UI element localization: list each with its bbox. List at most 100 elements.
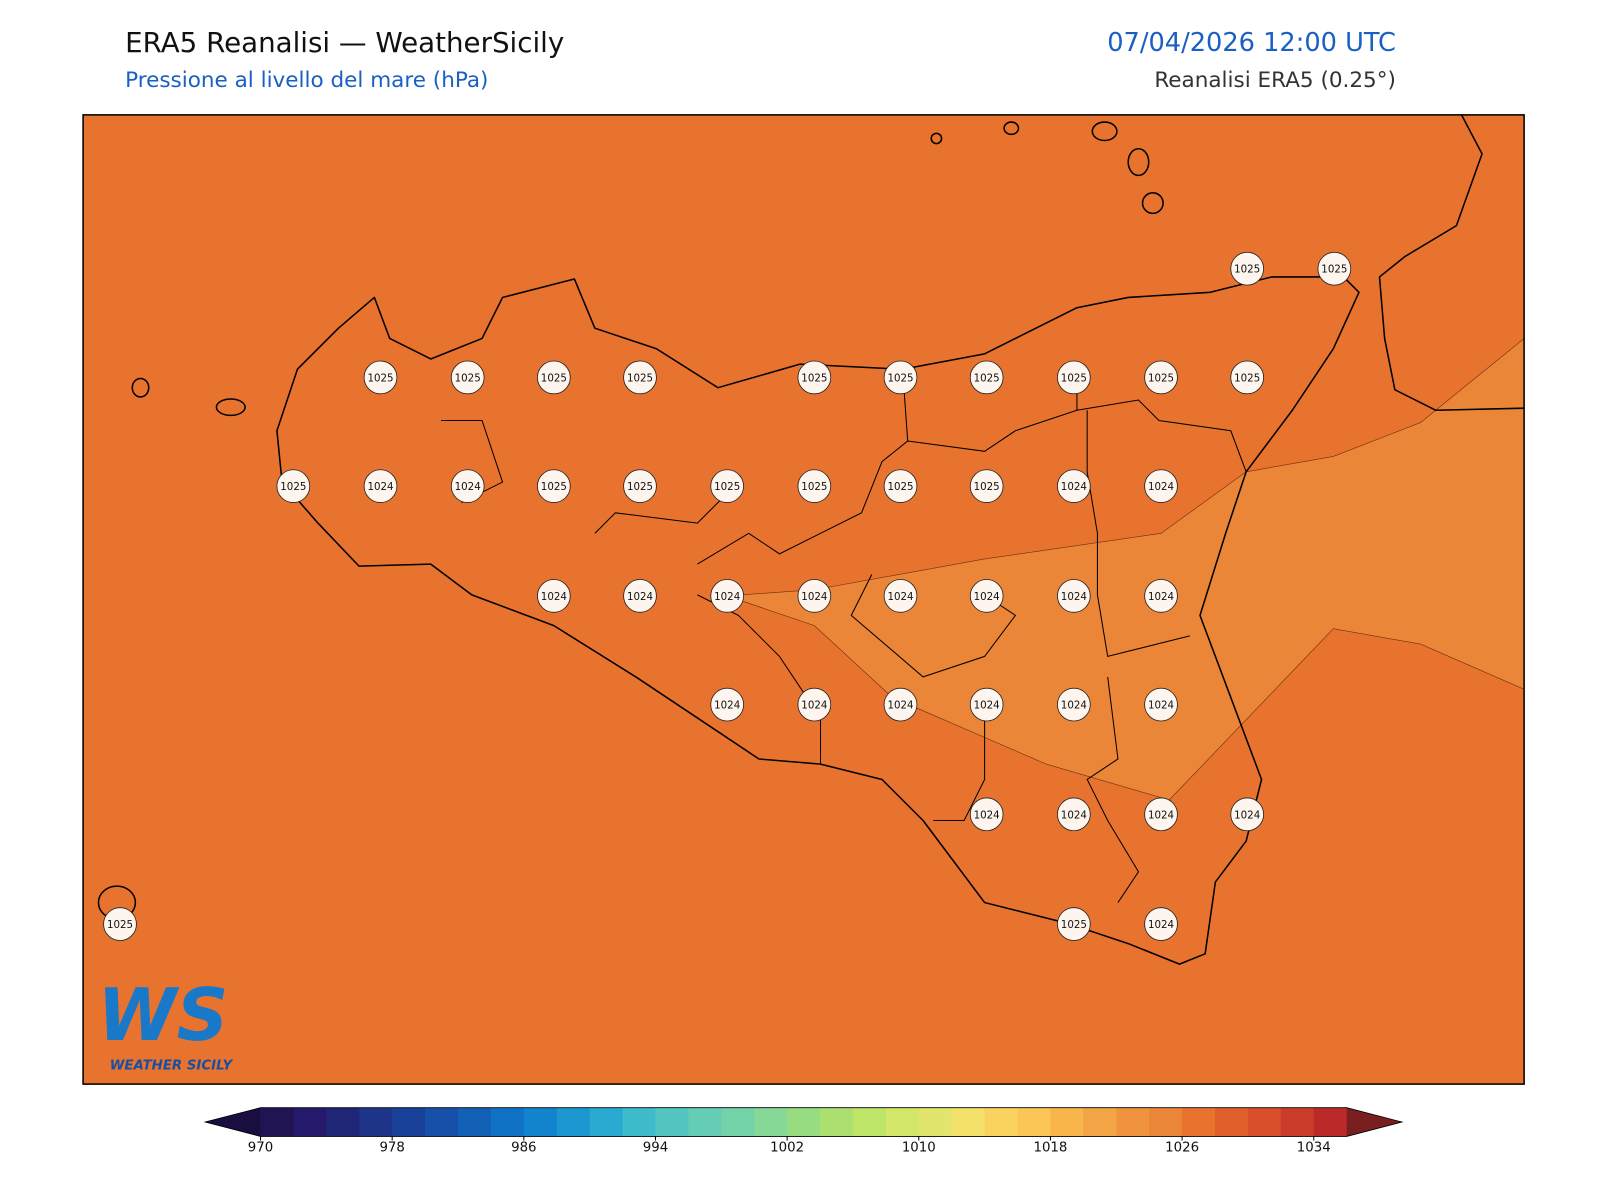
pressure-label: 1025 — [367, 372, 393, 384]
label-badge — [883, 469, 918, 503]
pressure-label: 1024 — [1148, 919, 1174, 931]
colorbar-tick-label: 986 — [511, 1141, 536, 1156]
label-badge — [276, 469, 311, 503]
pressure-label: 1025 — [541, 372, 567, 384]
label-badge — [883, 579, 918, 613]
label-badge — [797, 469, 832, 503]
pressure-label: 1024 — [455, 481, 481, 493]
colorbar-segment — [457, 1107, 492, 1137]
label-badge — [537, 469, 571, 503]
colorbar-segment — [1017, 1107, 1051, 1137]
label-badge — [623, 579, 657, 613]
calabria-coast — [1378, 114, 1525, 412]
sicily-coast — [276, 276, 1360, 965]
colorbar-segment — [984, 1107, 1019, 1137]
label-badge — [797, 360, 832, 395]
label-badge — [1144, 360, 1178, 395]
colorbar-tick-label: 970 — [248, 1141, 273, 1156]
pressure-label: 1024 — [1148, 700, 1174, 712]
colorbar-segment — [425, 1107, 459, 1137]
label-badge — [1144, 687, 1178, 722]
label-badge — [1057, 687, 1091, 722]
pressure-label: 1024 — [801, 700, 827, 712]
colorbar-tick-label: 978 — [379, 1141, 404, 1156]
label-badge — [1230, 251, 1264, 286]
colorbar-segment — [622, 1107, 656, 1137]
pressure-label: 1024 — [367, 481, 393, 493]
pressure-labels: 1025 1025 1025 1025 1025 1025 1025 1025 1025 1025… — [103, 251, 1352, 941]
colorbar-segment — [754, 1107, 788, 1137]
colorbar-segment — [918, 1107, 953, 1137]
label-badge — [797, 579, 832, 613]
colorbar-segment — [359, 1107, 393, 1137]
logo-name: WEATHER SICILY — [110, 1059, 234, 1074]
colorbar-segment — [1182, 1107, 1216, 1137]
label-badge — [1144, 579, 1178, 613]
colorbar-tick-label: 1002 — [770, 1141, 804, 1156]
colorbar-segment — [1116, 1107, 1150, 1137]
label-badge — [969, 797, 1004, 832]
pressure-label: 1024 — [714, 700, 740, 712]
label-badge — [1057, 797, 1091, 832]
pressure-label: 1024 — [1061, 591, 1087, 603]
pressure-label: 1025 — [627, 372, 653, 384]
label-badge — [1057, 907, 1091, 941]
pressure-label: 1024 — [887, 700, 913, 712]
pressure-label: 1024 — [801, 591, 827, 603]
label-badge — [450, 469, 485, 503]
colorbar-segment — [655, 1107, 689, 1137]
pressure-label: 1025 — [1061, 372, 1087, 384]
label-badge — [1230, 797, 1264, 832]
colorbar-segment — [392, 1107, 426, 1137]
label-badge — [1144, 907, 1178, 941]
colorbar-segment — [852, 1107, 887, 1137]
colorbar-segment — [688, 1107, 722, 1137]
colorbar-segment — [556, 1107, 591, 1137]
label-badge — [103, 907, 137, 941]
label-badge — [883, 687, 918, 722]
datetime: 07/04/2026 12:00 UTC — [1107, 28, 1396, 58]
pressure-label: 1025 — [801, 481, 827, 493]
pressure-label: 1024 — [1148, 481, 1174, 493]
island — [1003, 121, 1020, 136]
title: ERA5 Reanalisi — WeatherSicily — [125, 26, 564, 59]
pressure-label: 1025 — [714, 481, 740, 493]
pressure-label: 1025 — [1148, 372, 1174, 384]
pressure-label: 1025 — [1234, 372, 1260, 384]
colorbar-segment — [1280, 1107, 1315, 1137]
pressure-label: 1024 — [974, 700, 1000, 712]
pressure-label: 1024 — [714, 591, 740, 603]
pressure-label: 1024 — [1061, 700, 1087, 712]
label-badge — [969, 469, 1004, 503]
colorbar-segment — [951, 1107, 986, 1137]
pressure-label: 1025 — [974, 372, 1000, 384]
island — [1141, 192, 1164, 215]
colorbar-segment — [589, 1107, 624, 1137]
label-badge — [623, 469, 657, 503]
label-badge — [969, 360, 1004, 395]
source: Reanalisi ERA5 (0.25°) — [1154, 68, 1396, 93]
label-badge — [450, 360, 485, 395]
colorbar-extend-low — [205, 1107, 261, 1137]
pressure-label: 1024 — [974, 591, 1000, 603]
pressure-label: 1025 — [974, 481, 1000, 493]
colorbar-tick-label: 1010 — [902, 1141, 936, 1156]
label-badge — [1057, 360, 1091, 395]
pressure-label: 1024 — [1061, 809, 1087, 821]
subtitle: Pressione al livello del mare (hPa) — [125, 68, 488, 93]
label-badge — [1230, 360, 1264, 395]
colorbar-segment — [260, 1107, 294, 1137]
pressure-label: 1025 — [627, 481, 653, 493]
pressure-label: 1025 — [541, 481, 567, 493]
pressure-label: 1025 — [887, 372, 913, 384]
colorbar-tick-label: 1018 — [1033, 1141, 1067, 1156]
colorbar-segment — [787, 1107, 821, 1137]
logo-mark: WS — [97, 973, 228, 1057]
map-frame — [82, 114, 1525, 1085]
label-badge — [710, 579, 744, 613]
pressure-label: 1025 — [1234, 264, 1260, 276]
pressure-label: 1025 — [1321, 264, 1347, 276]
label-badge — [969, 579, 1004, 613]
